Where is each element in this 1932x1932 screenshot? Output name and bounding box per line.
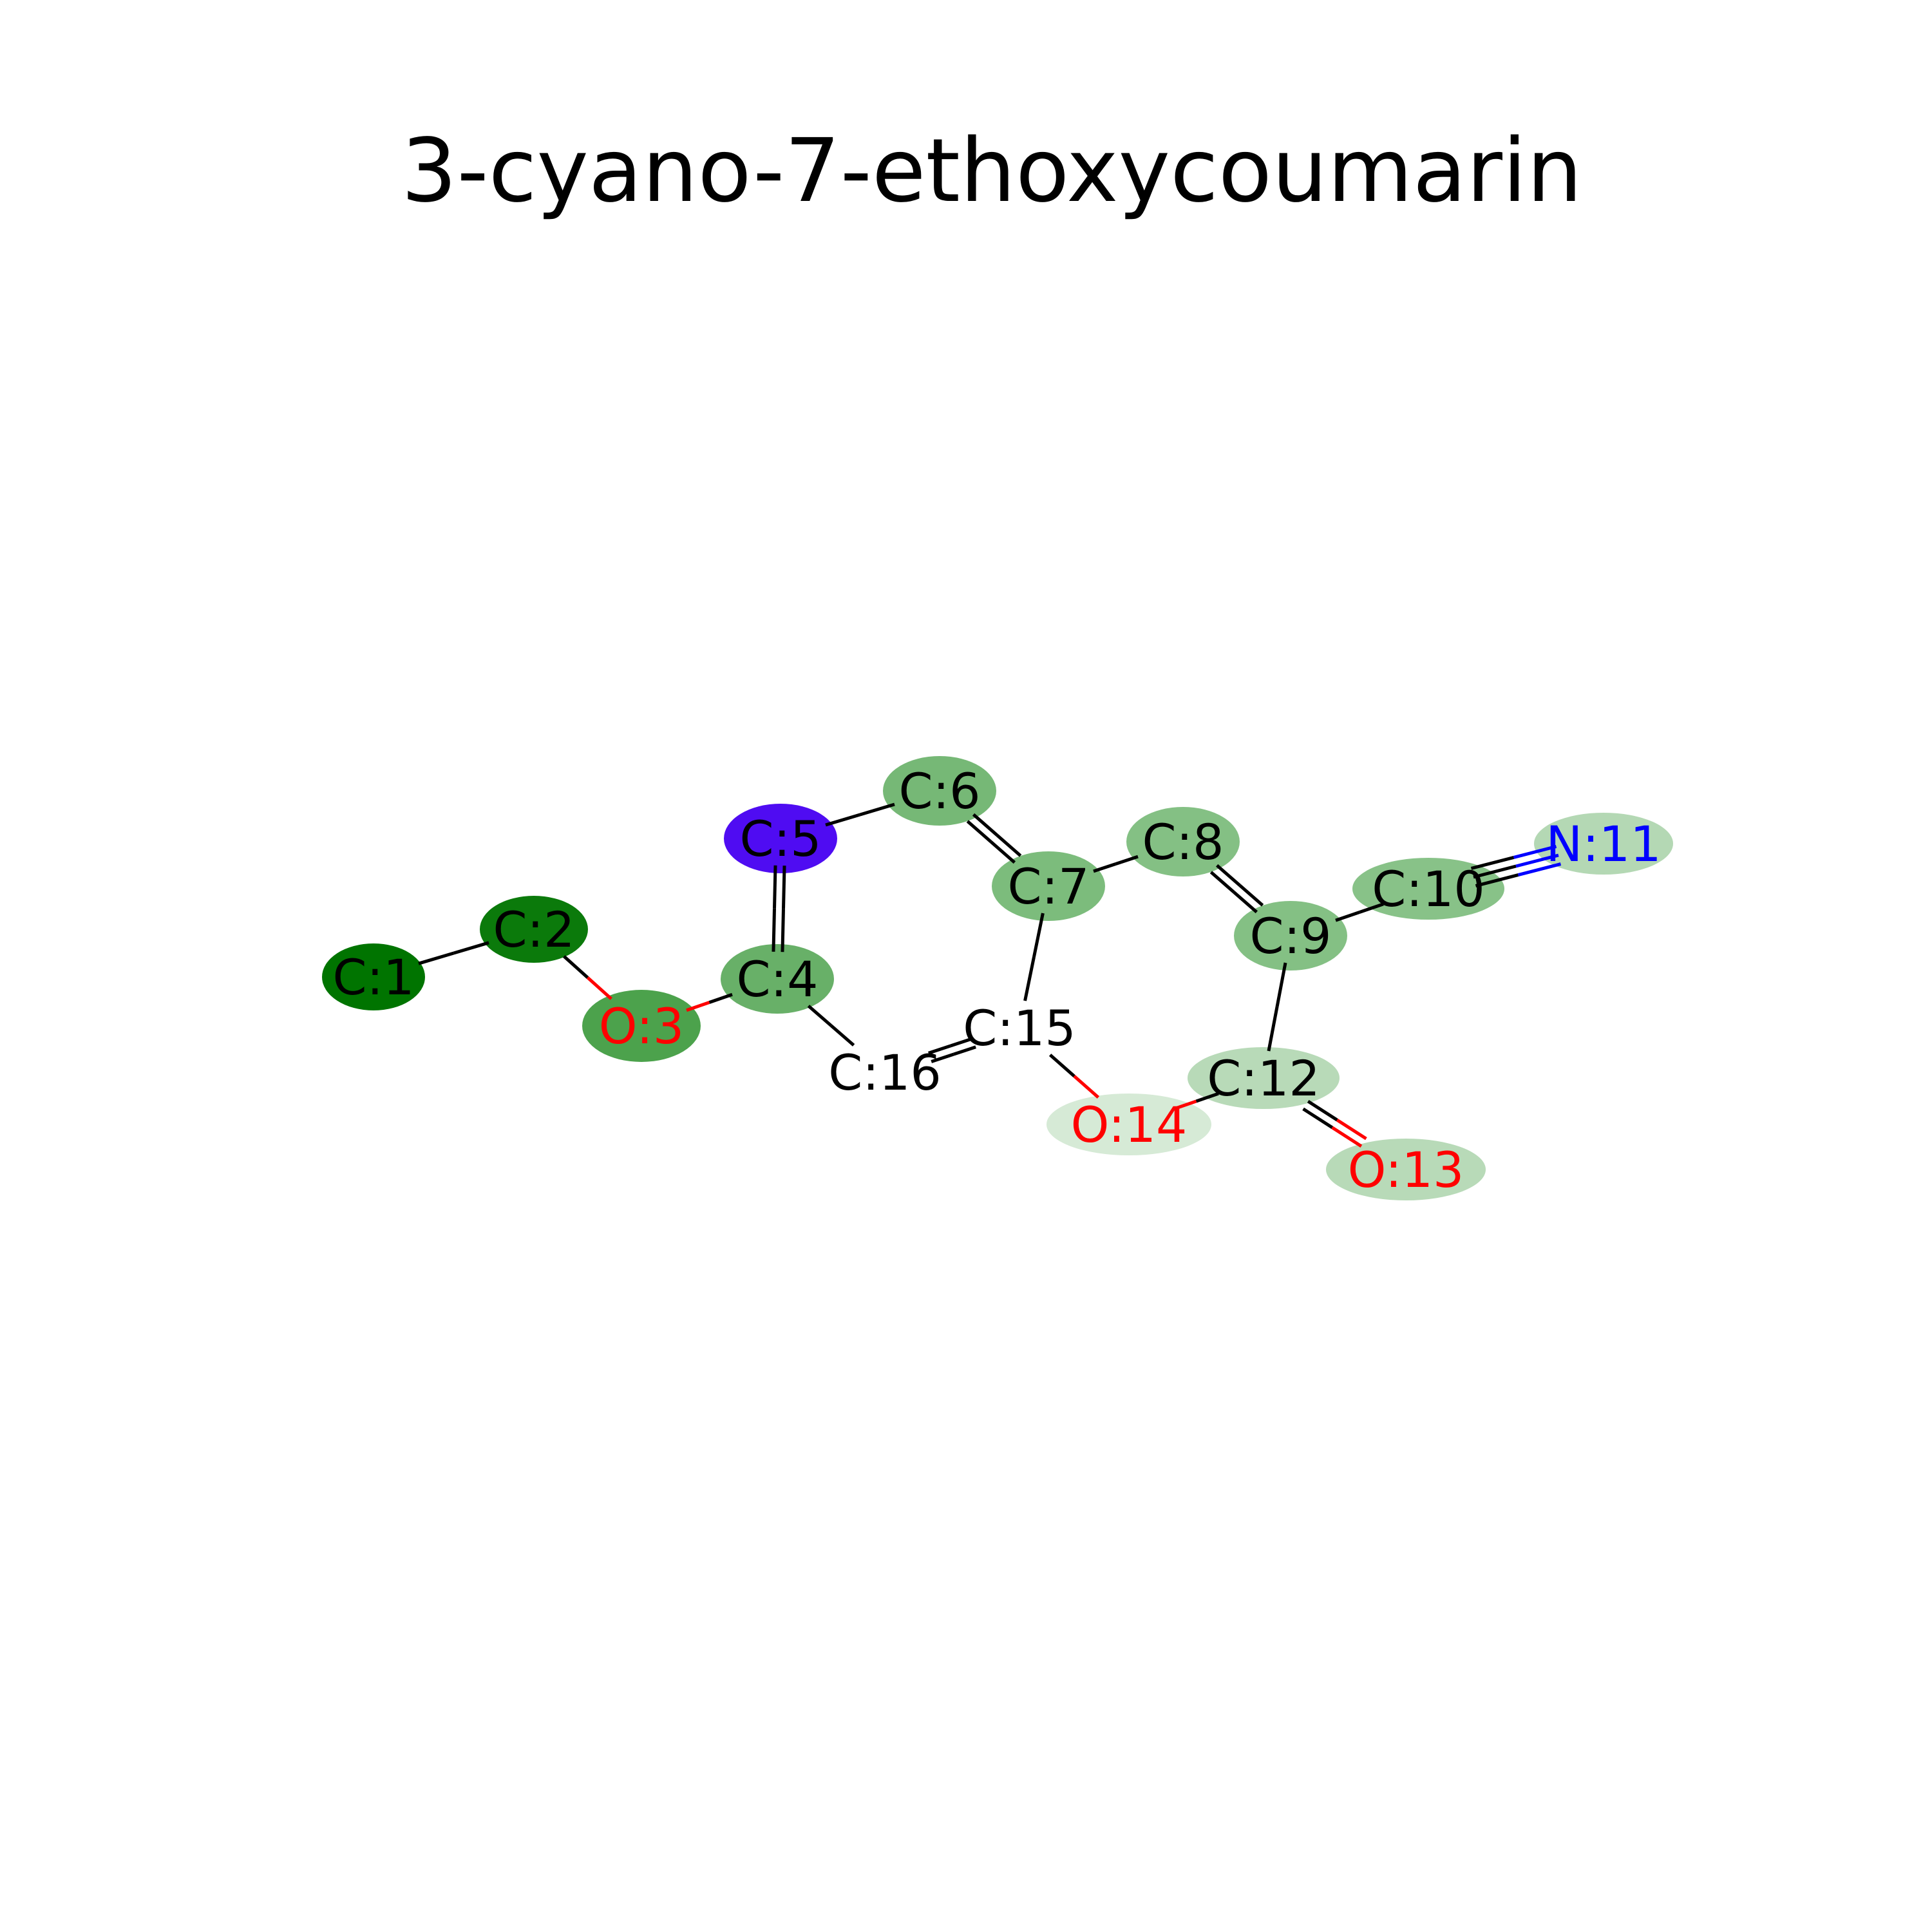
bonds	[418, 802, 1562, 1148]
bond-16-4-line-1a	[829, 1024, 855, 1046]
bond-1-2-line-1a	[418, 951, 455, 965]
bond-5-6-line-1b	[859, 802, 895, 817]
bond-1-2-line-1b	[453, 941, 489, 955]
atom-highlight-6	[883, 756, 996, 826]
atom-highlights	[322, 756, 1673, 1200]
bond-5-6-line-1a	[825, 813, 861, 827]
bond-6-7-line-1b	[996, 833, 1022, 857]
bond-10-11-line-2b	[1515, 853, 1559, 868]
atom-label-1: C:1	[332, 949, 414, 1006]
bond-12-13-line-2a	[1302, 1107, 1334, 1129]
atom-highlight-10	[1352, 858, 1504, 920]
atom-label-12: C:12	[1207, 1050, 1320, 1107]
bond-16-4-line-1b	[807, 1005, 833, 1027]
bond-14-15-line-1b	[1048, 1054, 1075, 1077]
bond-12-14-line-1a	[1195, 1092, 1219, 1103]
bond-6-7-line-1a	[972, 813, 998, 837]
atom-highlight-14	[1046, 1094, 1211, 1155]
bond-4-5-line-1b	[773, 865, 777, 909]
bond-10-11-line-1b	[1513, 845, 1557, 859]
bond-4-5-line-1a	[772, 908, 777, 952]
atom-label-10: C:10	[1372, 860, 1484, 918]
bond-10-11-line-3a	[1475, 873, 1519, 887]
bond-8-9-line-1b	[1238, 884, 1264, 907]
bond-10-11-line-2a	[1473, 864, 1517, 879]
bond-9-10-line-1a	[1335, 911, 1360, 922]
bond-15-16-line-2b	[928, 1044, 952, 1055]
bond-9-10-line-1b	[1359, 902, 1384, 914]
atom-labels: C:1 C:2 O:3 C:4 C:5 C:6 C:7 C:8 C:9 C:10 N:11 C:12 O…	[332, 762, 1661, 1198]
atom-highlight-12	[1188, 1047, 1340, 1109]
atom-highlight-13	[1326, 1139, 1486, 1200]
atom-label-6: C:6	[898, 762, 980, 820]
atom-label-8: C:8	[1142, 813, 1224, 871]
atom-highlight-3	[582, 990, 701, 1062]
bond-12-13-line-1a	[1307, 1100, 1338, 1122]
atom-highlight-9	[1234, 901, 1347, 971]
bond-10-11-line-1a	[1470, 856, 1515, 870]
bond-15-16-line-1a	[952, 1045, 976, 1056]
atom-highlight-8	[1126, 807, 1240, 876]
bond-4-5-line-2b	[781, 866, 786, 909]
atom-label-9: C:9	[1249, 907, 1331, 965]
atom-label-3: O:3	[599, 998, 684, 1055]
bond-12-13-line-1b	[1336, 1119, 1367, 1141]
bond-15-7-line-1a	[1023, 956, 1036, 1001]
bond-10-11-line-3b	[1517, 862, 1562, 876]
bond-15-16-line-2a	[950, 1037, 974, 1048]
bond-6-7-line-2a	[966, 820, 992, 844]
atom-label-2: C:2	[493, 901, 574, 958]
bond-12-13-line-2b	[1331, 1126, 1363, 1148]
bond-2-3-line-1a	[563, 955, 589, 979]
bond-7-8-line-1a	[1093, 862, 1117, 873]
atom-label-13: O:13	[1348, 1141, 1464, 1198]
bond-4-5-line-2a	[781, 909, 785, 952]
bond-9-12-line-1b	[1267, 1007, 1279, 1052]
bond-7-8-line-1b	[1115, 855, 1139, 866]
bond-2-3-line-1b	[586, 976, 612, 1000]
atom-highlight-11	[1534, 813, 1673, 875]
atom-highlight-2	[480, 896, 588, 963]
bond-8-9-line-1a	[1216, 864, 1241, 887]
atom-highlight-5	[724, 804, 837, 873]
atom-label-14: O:14	[1071, 1096, 1188, 1153]
atom-label-5: C:5	[739, 810, 821, 867]
diagram-title: 3-cyano-7-ethoxycoumarin	[401, 120, 1582, 222]
atom-label-7: C:7	[1007, 858, 1089, 915]
bond-9-12-line-1a	[1275, 962, 1287, 1007]
bond-15-7-line-1b	[1032, 913, 1045, 958]
atom-highlight-7	[992, 851, 1105, 921]
atom-label-4: C:4	[736, 951, 818, 1008]
bond-3-4-line-1b	[708, 992, 733, 1004]
bond-15-16-line-1b	[931, 1052, 954, 1063]
bond-8-9-line-2a	[1209, 871, 1235, 894]
atom-highlight-4	[721, 944, 834, 1014]
bond-12-14-line-1b	[1173, 1099, 1197, 1111]
atom-label-11: N:11	[1546, 815, 1661, 873]
atom-label-15: C:15	[963, 999, 1075, 1057]
bond-8-9-line-2b	[1233, 891, 1258, 914]
bond-3-4-line-1a	[686, 1001, 710, 1012]
bond-6-7-line-2b	[990, 840, 1016, 864]
atom-highlight-1	[322, 943, 425, 1010]
bond-14-15-line-1a	[1073, 1075, 1100, 1099]
atom-label-16: C:16	[828, 1044, 941, 1101]
